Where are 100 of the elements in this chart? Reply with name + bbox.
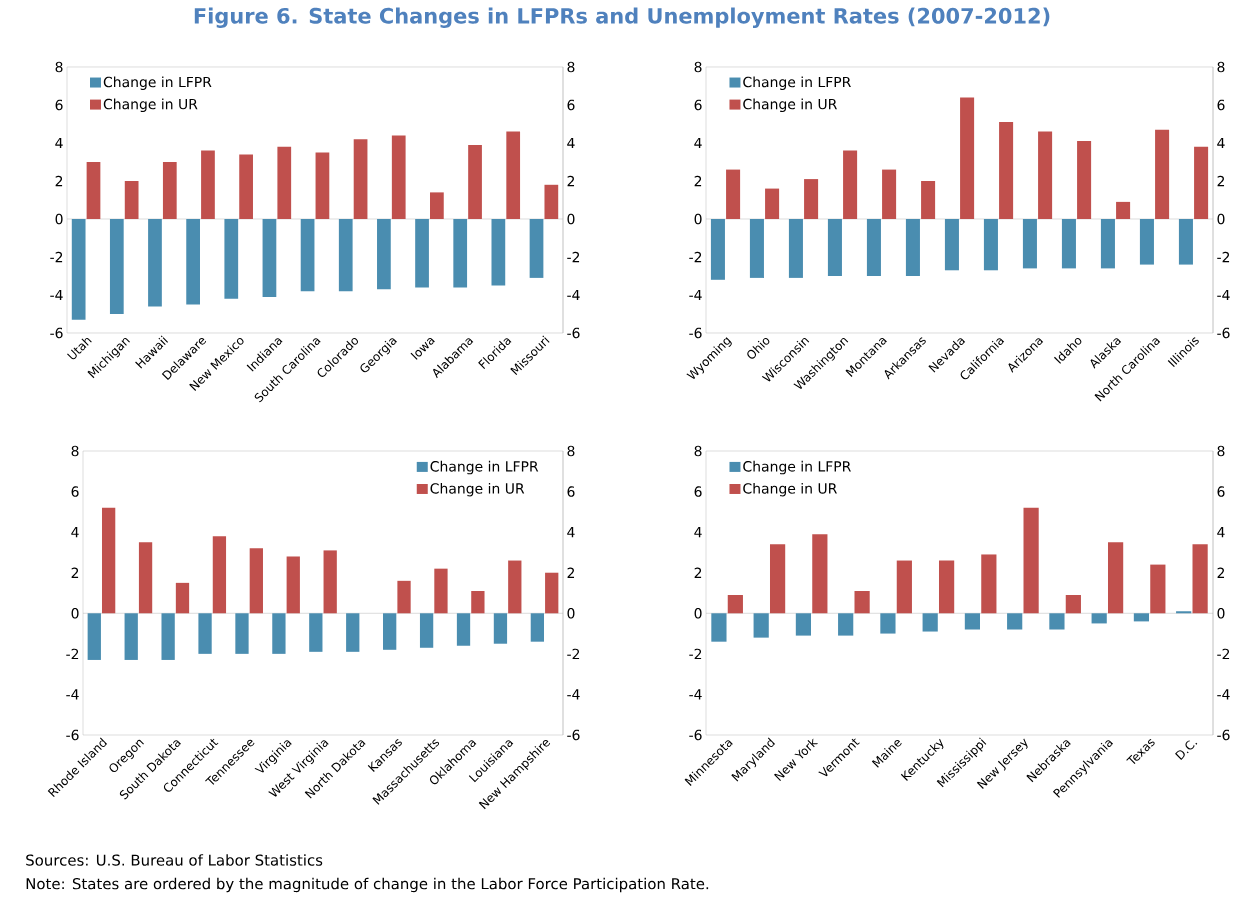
bar	[239, 154, 253, 219]
y-tick-label: 4	[55, 137, 63, 149]
bar	[753, 613, 769, 638]
y-tick-label: -6	[689, 327, 702, 339]
y2-tick-label: -6	[1217, 327, 1230, 339]
y-tick-label: -6	[50, 327, 63, 339]
bar	[1077, 141, 1092, 219]
bar	[453, 218, 468, 288]
bar	[235, 613, 249, 654]
bar	[804, 179, 819, 219]
bar	[161, 613, 175, 660]
y2-tick-label: 4	[1217, 527, 1225, 538]
bar	[854, 590, 870, 614]
bar	[905, 218, 920, 276]
bar	[175, 582, 190, 614]
bar	[86, 161, 101, 219]
bar	[262, 218, 277, 297]
bar	[545, 572, 559, 614]
y-tick-label: 2	[694, 175, 702, 187]
bar	[1194, 146, 1209, 219]
bar	[286, 556, 300, 614]
bar	[921, 180, 936, 219]
y2-tick-label: 2	[567, 175, 575, 187]
y-tick-label: 8	[694, 445, 702, 457]
bar	[795, 613, 812, 636]
bar	[882, 169, 897, 219]
bar	[827, 218, 842, 276]
legend-label: Change in LFPR	[103, 76, 212, 90]
bar	[1065, 595, 1081, 614]
bar	[383, 613, 397, 650]
y-tick-label: 4	[71, 527, 79, 538]
bar	[186, 218, 200, 305]
y-tick-label: -4	[50, 289, 63, 301]
bar	[529, 218, 544, 278]
bar	[346, 613, 360, 652]
legend-label: Change in UR	[430, 482, 525, 497]
bar	[430, 192, 444, 219]
y-tick-label: 6	[71, 486, 79, 497]
y2-tick-label: 0	[1217, 213, 1225, 225]
bar	[1022, 218, 1037, 269]
bar	[769, 544, 786, 614]
bar	[1038, 131, 1053, 219]
y2-tick-label: -4	[1217, 289, 1230, 301]
bar	[338, 218, 353, 292]
bar	[1176, 611, 1192, 614]
bar	[87, 613, 101, 660]
y-tick-label: -2	[689, 648, 702, 660]
source-note: Sources: U.S. Bureau of Labor Statistics	[26, 854, 323, 866]
y-tick-label: 6	[694, 486, 702, 497]
y-tick-label: 2	[694, 567, 702, 578]
bar	[434, 568, 448, 614]
y2-tick-label: -4	[567, 689, 580, 700]
bar	[212, 536, 227, 614]
bar	[138, 542, 153, 614]
y-tick-label: 0	[694, 213, 702, 225]
bar	[1049, 613, 1065, 630]
bar	[727, 595, 743, 614]
y2-tick-label: 2	[1217, 175, 1225, 187]
bar	[843, 150, 858, 219]
text: Figure 6. State Changes in LFPRs and Unemployment Rates (2007-2012)	[194, 7, 1050, 28]
bar	[788, 218, 803, 278]
bar	[162, 161, 177, 219]
bar	[983, 218, 998, 271]
y2-tick-label: 0	[1217, 608, 1225, 619]
y-tick-label: 8	[71, 445, 79, 457]
y-tick-label: 2	[55, 175, 63, 187]
y2-tick-label: 0	[567, 213, 575, 225]
bar	[148, 218, 162, 307]
bar	[812, 534, 828, 614]
y-tick-label: -4	[66, 689, 79, 700]
y2-tick-label: -6	[567, 729, 580, 741]
y-tick-label: 4	[694, 137, 702, 149]
bar	[544, 184, 559, 219]
bar	[838, 613, 854, 636]
legend-label: Change in UR	[743, 482, 837, 497]
bar	[315, 152, 330, 219]
y2-tick-label: 4	[567, 137, 575, 149]
bar	[377, 218, 391, 290]
y2-tick-label: 6	[1217, 99, 1225, 111]
bar	[71, 218, 86, 320]
y-tick-label: 6	[55, 99, 63, 111]
bar	[1100, 218, 1115, 269]
bar	[508, 560, 522, 614]
bar	[101, 507, 116, 614]
bar	[397, 580, 411, 614]
y-tick-label: -2	[689, 251, 702, 263]
y2-tick-label: 8	[567, 445, 575, 457]
bar	[468, 144, 482, 219]
bar	[124, 180, 139, 219]
legend-label: Change in LFPR	[743, 460, 851, 475]
y-tick-label: 0	[694, 608, 702, 619]
bar	[880, 613, 896, 634]
y-tick-label: 4	[694, 527, 702, 538]
bar	[353, 139, 368, 219]
y-tick-label: 0	[55, 213, 63, 225]
y-tick-label: -2	[50, 251, 63, 263]
y2-tick-label: -2	[1217, 251, 1230, 263]
bar	[1091, 613, 1107, 624]
y2-tick-label: 8	[567, 61, 575, 73]
y2-tick-label: -2	[567, 648, 580, 660]
